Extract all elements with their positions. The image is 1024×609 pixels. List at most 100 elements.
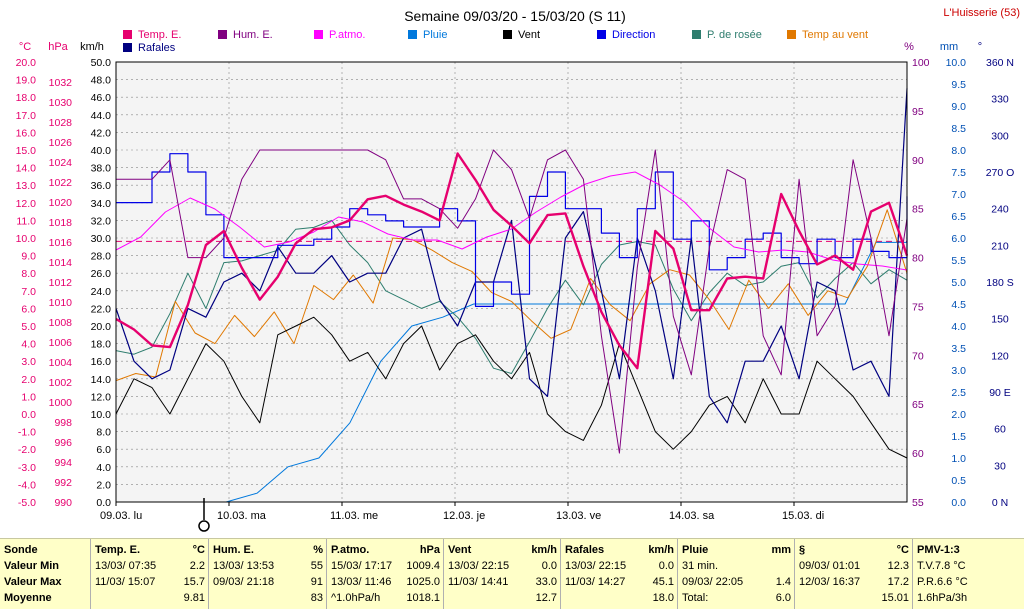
- wind-tick: 22.0: [91, 303, 112, 315]
- wind-tick: 50.0: [91, 57, 112, 69]
- legend-swatch-2: [314, 30, 323, 39]
- pressure-tick: 992: [54, 477, 72, 489]
- rafales-min-time: 13/03/ 22:15: [565, 560, 627, 572]
- temp-tick: 15.0: [16, 145, 37, 157]
- pressure-tick: 1032: [49, 77, 73, 89]
- legend: Temp. E. Hum. E. P.atmo. Pluie Vent Direction…: [123, 29, 868, 54]
- direction-tick: 270 O: [986, 167, 1015, 179]
- wind-tick: 42.0: [91, 127, 112, 139]
- stats-vent: Vent km/h 13/03/ 22:15 0.0 11/03/ 14:41 33.…: [443, 539, 561, 609]
- stats-temp: Temp. E. °C 13/03/ 07:35 2.2 11/03/ 15:07 1…: [90, 539, 209, 609]
- hum-max-time: 09/03/ 21:18: [213, 576, 275, 588]
- temp-tick: 9.0: [21, 251, 36, 263]
- rafales-mean-value: 18.0: [652, 592, 674, 604]
- patmo-unit: hPa: [419, 544, 440, 556]
- cursor-handle-icon[interactable]: [198, 520, 210, 532]
- sect-max-value: 17.2: [887, 576, 909, 588]
- legend-label-4: Vent: [518, 29, 540, 41]
- axis-unit-0: °C: [19, 41, 31, 53]
- rain-tick: 3.0: [951, 365, 966, 377]
- pressure-tick: 1010: [49, 297, 73, 309]
- pluie-title: Pluie: [682, 544, 709, 556]
- temp-tick: 14.0: [16, 163, 37, 175]
- wind-tick: 18.0: [91, 339, 112, 351]
- axis-unit-1: hPa: [48, 41, 68, 53]
- temp-tick: 2.0: [21, 374, 36, 386]
- wind-tick: 20.0: [91, 321, 112, 333]
- temp-tick: 0.0: [21, 409, 36, 421]
- right-axis-ticks: 100 95 90 85 80 75 70 65 60 55 10.0 9.5 9.0 8.5 8.0 7.5…: [912, 57, 1014, 509]
- legend-swatch-5: [597, 30, 606, 39]
- vent-min-value: 0.0: [541, 560, 557, 572]
- temp-tick: 17.0: [16, 110, 37, 122]
- wind-tick: 48.0: [91, 75, 112, 87]
- stats-sect: § °C 09/03/ 01:01 12.3 12/03/ 16:37 17.2 15…: [794, 539, 913, 609]
- rafales-max-time: 11/03/ 14:27: [565, 576, 626, 588]
- row-label-max: Valeur Max: [4, 576, 62, 588]
- rain-tick: 5.5: [951, 255, 966, 267]
- pluie-max-value: 1.4: [775, 576, 791, 588]
- wind-tick: 36.0: [91, 180, 112, 192]
- pluie-max-time: 09/03/ 22:05: [682, 576, 744, 588]
- plot-frame: [115, 61, 908, 503]
- temp-tick: -5.0: [18, 497, 36, 509]
- stats-pmv: PMV-1:3 T.V.7.8 °C P.R.6.6 °C 1.6hPa/3h: [912, 539, 1024, 609]
- sect-unit: °C: [896, 544, 909, 556]
- pluie-unit: mm: [771, 544, 791, 556]
- legend-label-3: Pluie: [423, 29, 447, 41]
- temp-tick: 8.0: [21, 268, 36, 280]
- series-pluie: [195, 241, 907, 503]
- patmo-title: P.atmo.: [331, 544, 370, 556]
- humidity-tick: 100: [912, 57, 930, 69]
- chart-title: Semaine 09/03/20 - 15/03/20 (S 11): [404, 8, 626, 24]
- temp-tick: 10.0: [16, 233, 37, 245]
- legend-label-2: P.atmo.: [329, 29, 366, 41]
- temp-min-time: 13/03/ 07:35: [95, 560, 157, 572]
- wind-tick: 6.0: [96, 444, 111, 456]
- axis-units: °C hPa km/h% mm °: [19, 41, 982, 53]
- rain-tick: 6.0: [951, 233, 966, 245]
- rain-tick: 6.5: [951, 211, 966, 223]
- legend-label-0: Temp. E.: [138, 29, 181, 41]
- temp-tick: 3.0: [21, 356, 36, 368]
- wind-tick: 34.0: [91, 198, 112, 210]
- pressure-tick: 1026: [49, 137, 73, 149]
- direction-tick: 120: [991, 350, 1009, 362]
- rain-tick: 4.5: [951, 299, 966, 311]
- humidity-tick: 90: [912, 155, 924, 167]
- temp-tick: 7.0: [21, 286, 36, 298]
- rain-tick: 9.5: [951, 79, 966, 91]
- series-p-de-ros-e: [115, 219, 908, 374]
- temp-min-value: 2.2: [189, 560, 205, 572]
- rain-tick: 0.5: [951, 475, 966, 487]
- pressure-tick: 1000: [49, 397, 73, 409]
- temp-tick: -1.0: [18, 427, 36, 439]
- sect-min-value: 12.3: [887, 560, 909, 572]
- data-series: [115, 88, 909, 503]
- axis-unit-5: °: [978, 41, 982, 53]
- series-hum-e-: [116, 149, 908, 454]
- pluie-duration: 31 min.: [682, 560, 719, 572]
- pressure-tick: 1002: [49, 377, 73, 389]
- time-cursor[interactable]: [198, 498, 210, 532]
- temp-tick: 11.0: [16, 215, 36, 227]
- temp-mean-value: 9.81: [183, 592, 205, 604]
- axis-unit-2: km/h: [80, 41, 104, 53]
- temp-tick: -4.0: [18, 479, 36, 491]
- series-p-atmo-: [115, 171, 908, 271]
- wind-tick: 4.0: [96, 462, 111, 474]
- x-tick-label: 15.03. di: [782, 510, 824, 522]
- direction-tick: 30: [994, 460, 1006, 472]
- legend-swatch-1: [218, 30, 227, 39]
- humidity-tick: 70: [912, 350, 924, 362]
- direction-tick: 180 S: [986, 277, 1013, 289]
- temp-tick: 6.0: [21, 303, 36, 315]
- temp-tick: 12.0: [16, 198, 37, 210]
- pressure-tick: 1030: [49, 97, 73, 109]
- vent-min-time: 13/03/ 22:15: [448, 560, 510, 572]
- rain-tick: 2.0: [951, 409, 966, 421]
- rain-tick: 1.0: [951, 453, 966, 465]
- temp-tick: 16.0: [16, 127, 37, 139]
- temp-tick: -3.0: [18, 462, 36, 474]
- patmo-max-value: 1025.0: [406, 576, 440, 588]
